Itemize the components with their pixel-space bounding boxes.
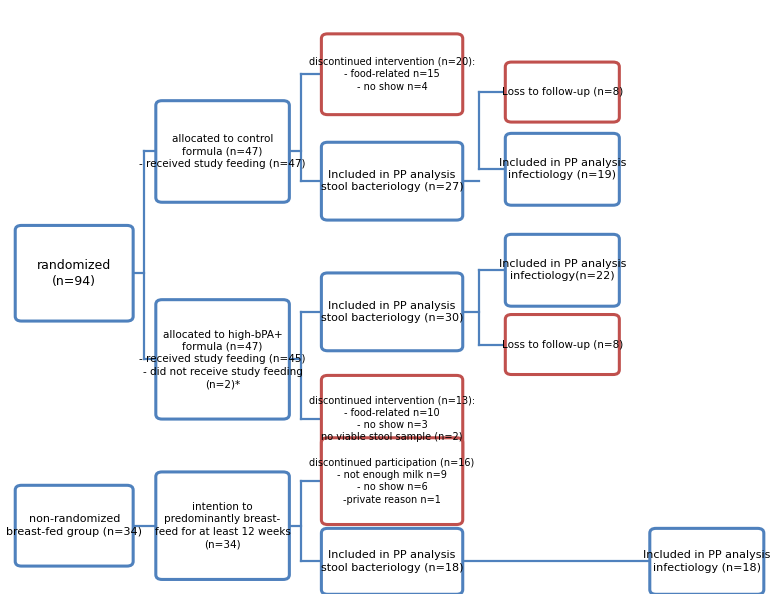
FancyBboxPatch shape [505, 315, 619, 375]
FancyBboxPatch shape [321, 34, 462, 115]
FancyBboxPatch shape [155, 472, 289, 580]
Text: intention to
predominantly breast-
feed for at least 12 weeks
(n=34): intention to predominantly breast- feed … [155, 502, 291, 549]
FancyBboxPatch shape [155, 299, 289, 419]
Text: allocated to control
formula (n=47)
- received study feeding (n=47): allocated to control formula (n=47) - re… [139, 134, 306, 169]
FancyBboxPatch shape [505, 62, 619, 122]
Text: Included in PP analysis
infectiology (n=18): Included in PP analysis infectiology (n=… [643, 550, 771, 573]
FancyBboxPatch shape [650, 529, 764, 594]
Text: discontinued participation (n=16)
- not enough milk n=9
- no show n=6
-private r: discontinued participation (n=16) - not … [309, 457, 475, 505]
Text: Included in PP analysis
stool bacteriology (n=30): Included in PP analysis stool bacteriolo… [321, 301, 463, 323]
FancyBboxPatch shape [505, 134, 619, 206]
FancyBboxPatch shape [321, 273, 462, 350]
Text: Included in PP analysis
stool bacteriology (n=27): Included in PP analysis stool bacteriolo… [321, 170, 463, 192]
Text: Included in PP analysis
stool bacteriology (n=18): Included in PP analysis stool bacteriolo… [321, 550, 463, 573]
Text: Included in PP analysis
infectiology (n=19): Included in PP analysis infectiology (n=… [498, 158, 626, 181]
FancyBboxPatch shape [321, 375, 462, 462]
FancyBboxPatch shape [321, 143, 462, 220]
FancyBboxPatch shape [155, 100, 289, 202]
Text: randomized
(n=94): randomized (n=94) [37, 259, 112, 287]
FancyBboxPatch shape [15, 225, 133, 321]
FancyBboxPatch shape [15, 485, 133, 566]
Text: Included in PP analysis
infectiology(n=22): Included in PP analysis infectiology(n=2… [498, 259, 626, 282]
Text: discontinued intervention (n=20):
- food-related n=15
- no show n=4: discontinued intervention (n=20): - food… [309, 57, 475, 91]
Text: allocated to high-bPA+
formula (n=47)
- received study feeding (n=45)
- did not : allocated to high-bPA+ formula (n=47) - … [139, 330, 306, 389]
FancyBboxPatch shape [505, 234, 619, 307]
FancyBboxPatch shape [321, 529, 462, 594]
Text: Loss to follow-up (n=8): Loss to follow-up (n=8) [501, 87, 623, 97]
Text: Loss to follow-up (n=8): Loss to follow-up (n=8) [501, 340, 623, 349]
FancyBboxPatch shape [321, 438, 462, 525]
Text: non-randomized
breast-fed group (n=34): non-randomized breast-fed group (n=34) [6, 514, 142, 537]
Text: discontinued intervention (n=13):
- food-related n=10
- no show n=3
no viable st: discontinued intervention (n=13): - food… [309, 395, 475, 443]
